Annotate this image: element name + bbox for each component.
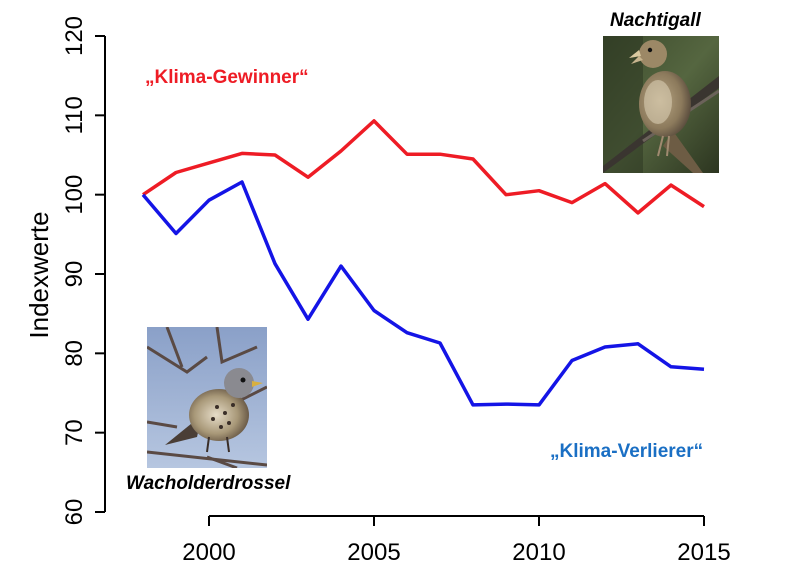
y-tick-label: 120 xyxy=(61,16,88,56)
x-tick-label: 2015 xyxy=(677,539,730,566)
y-tick-label: 70 xyxy=(61,419,88,446)
series-line-klima-verlierer xyxy=(141,180,705,407)
klima-gewinner-annotation: „Klima-Gewinner“ xyxy=(145,67,309,88)
nachtigall-label: Nachtigall xyxy=(610,10,701,31)
x-tick-label: 2000 xyxy=(182,539,235,566)
y-tick-label: 90 xyxy=(61,261,88,288)
fieldfare-photo-icon xyxy=(147,327,267,468)
y-tick-label: 100 xyxy=(61,175,88,215)
y-tick-label: 110 xyxy=(61,96,88,134)
wacholderdrossel-label: Wacholderdrossel xyxy=(126,473,291,494)
series-line-klima-gewinner xyxy=(142,119,705,215)
nightingale-photo-icon xyxy=(603,36,719,173)
y-tick-label: 60 xyxy=(61,499,88,526)
x-tick-label: 2010 xyxy=(512,539,565,566)
x-tick-label: 2005 xyxy=(347,539,400,566)
klima-verlierer-annotation: „Klima-Verlierer“ xyxy=(550,441,703,462)
y-axis-title: Indexwerte xyxy=(24,211,54,338)
y-tick-label: 80 xyxy=(61,340,88,367)
